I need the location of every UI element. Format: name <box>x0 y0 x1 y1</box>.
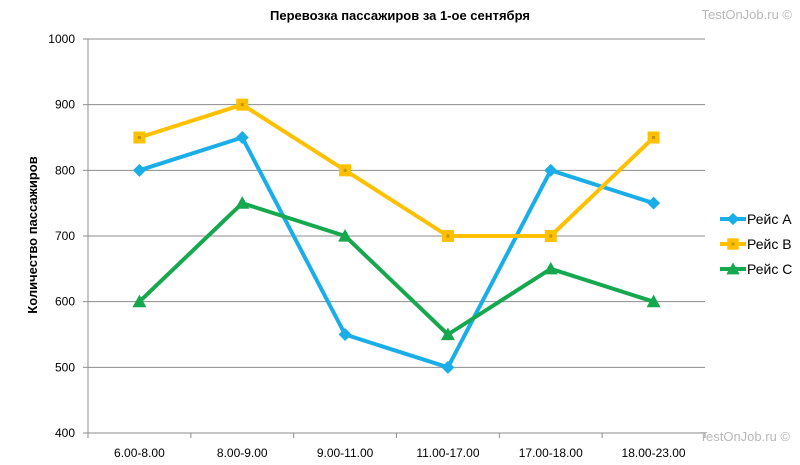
plot-area: 400 500 600 700 800 900 1000 6.00-8.00 8.00-9.0… <box>48 32 706 460</box>
series-line <box>137 135 656 370</box>
watermark-bottom: TestOnJob.ru © <box>699 429 790 444</box>
watermark-top: TestOnJob.ru © <box>701 7 792 22</box>
legend-label: Рейс B <box>747 236 792 252</box>
data-point <box>339 164 352 177</box>
series-line <box>137 201 656 337</box>
data-point <box>544 230 557 242</box>
data-point <box>441 360 455 374</box>
legend-item: Рейс A <box>720 211 792 227</box>
data-point-dot <box>240 103 244 107</box>
series-1 <box>132 131 661 374</box>
legend-swatch-marker-dot <box>731 242 735 246</box>
data-point-dot <box>137 136 141 139</box>
x-tick-label: 6.00-8.00 <box>114 446 165 460</box>
data-point <box>543 261 558 275</box>
data-point-dot <box>652 136 656 139</box>
data-point <box>338 328 352 341</box>
legend-item: Рейс C <box>720 261 792 277</box>
data-point <box>236 98 249 111</box>
series-2 <box>133 98 660 242</box>
chart-title: Перевозка пассажиров за 1-ое сентября <box>270 8 530 23</box>
series-line <box>137 102 656 238</box>
data-point <box>647 196 661 210</box>
x-tick-label: 11.00-17.00 <box>416 446 479 460</box>
y-axis-label: Количество пассажиров <box>25 156 40 313</box>
data-point <box>440 327 455 341</box>
series-layer <box>132 98 661 374</box>
legend-label: Рейс A <box>747 211 792 227</box>
x-tick-label: 17.00-18.00 <box>519 446 583 460</box>
data-point <box>235 196 250 209</box>
y-tick-label: 800 <box>55 163 75 177</box>
legend-label: Рейс C <box>747 261 792 277</box>
data-point <box>647 131 660 144</box>
data-point-dot <box>549 234 553 238</box>
gridlines <box>88 38 705 434</box>
data-point <box>132 294 147 308</box>
data-point <box>646 294 661 308</box>
y-tick-label: 1000 <box>48 32 75 46</box>
legend-swatch-marker <box>726 262 740 275</box>
data-point <box>441 230 454 242</box>
y-tick-label: 700 <box>55 229 75 243</box>
data-point <box>132 163 146 177</box>
data-point <box>235 131 249 144</box>
data-point <box>544 163 558 177</box>
x-tick-label: 9.00-11.00 <box>317 446 374 460</box>
data-point-dot <box>343 168 347 172</box>
x-tick-label: 8.00-9.00 <box>217 446 268 460</box>
data-point <box>133 131 146 144</box>
legend-item: Рейс B <box>720 236 792 252</box>
data-point-dot <box>446 234 450 238</box>
y-tick-label: 500 <box>55 360 75 374</box>
y-tick-label: 600 <box>55 295 75 309</box>
y-axis-ticks: 400 500 600 700 800 900 1000 <box>48 32 88 440</box>
y-tick-label: 400 <box>55 426 75 440</box>
legend-swatch-marker <box>727 238 739 250</box>
legend-swatch-marker <box>726 212 740 226</box>
legend: Рейс A Рейс B Рейс C <box>720 211 792 277</box>
y-tick-label: 900 <box>55 98 75 112</box>
data-point <box>338 229 353 242</box>
series-3 <box>132 196 661 341</box>
x-axis-ticks: 6.00-8.00 8.00-9.00 9.00-11.00 11.00-17.00 1… <box>87 433 706 460</box>
x-tick-label: 18.00-23.00 <box>622 446 686 460</box>
